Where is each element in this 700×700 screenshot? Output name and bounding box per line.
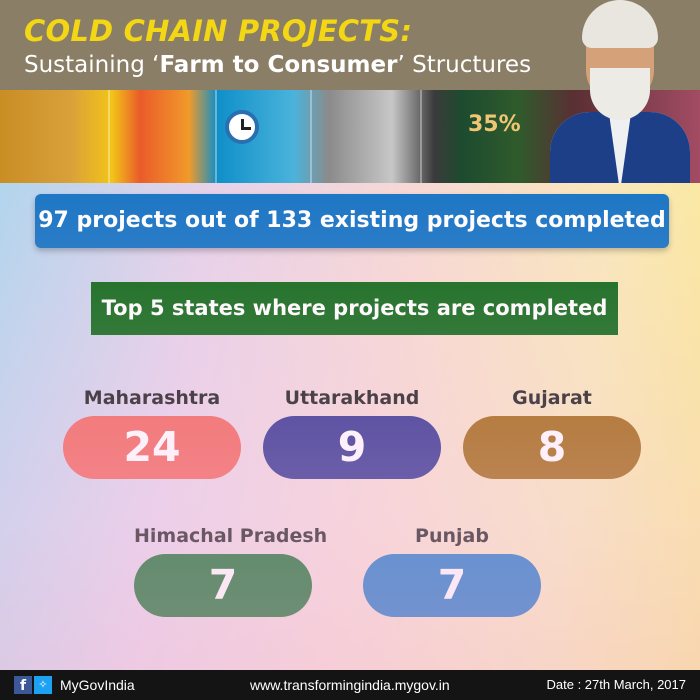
subtitle-post: ’ Structures [397, 52, 532, 78]
state-count-uttarakhand: 9 [263, 416, 441, 479]
twitter-icon[interactable]: ✧ [34, 676, 52, 694]
social-handle[interactable]: MyGovIndia [60, 677, 135, 693]
website-link[interactable]: www.transformingindia.mygov.in [250, 677, 450, 693]
publish-date: Date : 27th March, 2017 [546, 677, 686, 692]
state-count-maharashtra: 24 [63, 416, 241, 479]
header-bar: COLD CHAIN PROJECTS: Sustaining ‘Farm to… [0, 0, 700, 90]
state-name-himachal-pradesh: Himachal Pradesh [134, 525, 328, 547]
state-count-punjab: 7 [363, 554, 541, 617]
collage-divider [420, 90, 422, 183]
collage-divider [310, 90, 312, 183]
portrait-beard [590, 68, 650, 120]
banner-badge: 35% [468, 112, 521, 137]
subtitle-pre: Sustaining ‘ [24, 52, 160, 78]
subhead-box: Top 5 states where projects are complete… [91, 282, 618, 335]
page-subtitle: Sustaining ‘Farm to Consumer’ Structures [24, 52, 531, 78]
state-name-gujarat: Gujarat [512, 387, 592, 409]
state-name-maharashtra: Maharashtra [83, 387, 221, 409]
subtitle-emphasis: Farm to Consumer [159, 52, 398, 78]
subhead-text: Top 5 states where projects are complete… [101, 296, 608, 320]
state-count-gujarat: 8 [463, 416, 641, 479]
collage-divider [108, 90, 110, 183]
facebook-icon[interactable]: f [14, 676, 32, 694]
state-count-himachal-pradesh: 7 [134, 554, 312, 617]
portrait-photo [540, 0, 700, 183]
collage-divider [215, 90, 217, 183]
state-name-punjab: Punjab [415, 525, 489, 547]
headline-text: 97 projects out of 133 existing projects… [38, 208, 666, 233]
footer-bar: f ✧ MyGovIndia www.transformingindia.myg… [0, 670, 700, 700]
portrait-hair [582, 0, 658, 48]
clock-icon [225, 110, 259, 144]
state-name-uttarakhand: Uttarakhand [284, 387, 420, 409]
page-title: COLD CHAIN PROJECTS: [24, 14, 413, 48]
headline-box: 97 projects out of 133 existing projects… [35, 194, 669, 248]
